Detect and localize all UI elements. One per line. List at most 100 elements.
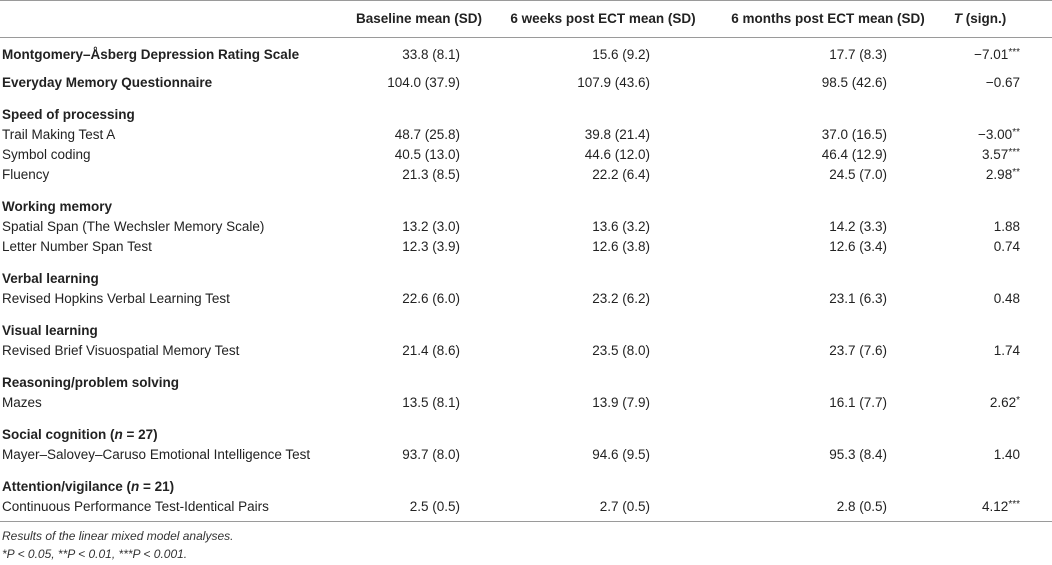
weeks6-value: 107.9 (43.6) <box>577 75 650 90</box>
group-label: Social cognition (n = 27) <box>2 425 158 445</box>
t-statistic: 4.12*** <box>900 497 1020 517</box>
group-label-text: Attention/vigilance ( <box>2 479 132 494</box>
header-6-weeks: 6 weeks post ECT mean (SD) <box>510 11 696 26</box>
footnote-significance: *P < 0.05, **P < 0.01, ***P < 0.001. <box>2 547 188 561</box>
header-baseline: Baseline mean (SD) <box>355 11 483 26</box>
baseline-value: 22.6 (6.0) <box>402 291 460 306</box>
significance-marker: ** <box>1012 167 1020 178</box>
baseline-value: 93.7 (8.0) <box>402 447 460 462</box>
group-label: Verbal learning <box>2 269 99 289</box>
t-statistic: −7.01*** <box>900 45 1020 65</box>
months6-value: 37.0 (16.5) <box>821 127 887 142</box>
t-statistic: 3.57*** <box>900 145 1020 165</box>
t-value: −7.01 <box>974 47 1009 62</box>
baseline-value: 13.5 (8.1) <box>402 395 460 410</box>
t-statistic: 1.40 <box>900 445 1020 465</box>
group-n-value: = 27) <box>122 427 158 442</box>
significance-marker: *** <box>1008 147 1020 158</box>
baseline-value: 40.5 (13.0) <box>394 147 460 162</box>
weeks6-value: 39.8 (21.4) <box>584 127 650 142</box>
table-row: Fluency 21.3 (8.5) 22.2 (6.4) 24.5 (7.0) 2.9… <box>0 165 1052 185</box>
top-rule <box>0 0 1052 1</box>
months6-value: 17.7 (8.3) <box>829 47 887 62</box>
weeks6-value: 23.2 (6.2) <box>592 291 650 306</box>
measure-label: Mayer–Salovey–Caruso Emotional Intellige… <box>2 447 311 462</box>
table-row: Letter Number Span Test 12.3 (3.9) 12.6 (3… <box>0 237 1052 257</box>
table-row: Mayer–Salovey–Caruso Emotional Intellige… <box>0 445 1052 465</box>
measure-label: Fluency <box>2 167 50 182</box>
group-label: Speed of processing <box>2 105 135 125</box>
table-header: Baseline mean (SD) 6 weeks post ECT mean… <box>0 1 1052 37</box>
table-row: Continuous Performance Test-Identical Pa… <box>0 497 1052 517</box>
group-label: Visual learning <box>2 321 98 341</box>
weeks6-value: 22.2 (6.4) <box>592 167 650 182</box>
group-header-row: Speed of processing <box>0 105 1052 125</box>
months6-value: 95.3 (8.4) <box>829 447 887 462</box>
group-label-text: Verbal learning <box>2 271 99 286</box>
group-header-row: Attention/vigilance (n = 21) <box>0 477 1052 497</box>
t-statistic: 1.88 <box>900 217 1020 237</box>
header-t-letter: T <box>953 11 962 26</box>
t-value: 2.98 <box>985 167 1013 182</box>
months6-value: 14.2 (3.3) <box>829 219 887 234</box>
measure-label: Trail Making Test A <box>2 127 116 142</box>
footnote-analysis: Results of the linear mixed model analys… <box>2 529 234 543</box>
table-row: Revised Brief Visuospatial Memory Test 21… <box>0 341 1052 361</box>
t-value: 1.40 <box>993 447 1020 462</box>
group-header-row: Social cognition (n = 27) <box>0 425 1052 445</box>
weeks6-value: 15.6 (9.2) <box>592 47 650 62</box>
group-label-text: Reasoning/problem solving <box>2 375 180 390</box>
group-n-symbol: n <box>114 427 123 442</box>
table-row: Spatial Span (The Wechsler Memory Scale)… <box>0 217 1052 237</box>
baseline-value: 33.8 (8.1) <box>402 47 460 62</box>
t-value: 2.62 <box>989 395 1017 410</box>
t-value: 0.48 <box>993 291 1020 306</box>
table-row: Trail Making Test A 48.7 (25.8) 39.8 (21.4… <box>0 125 1052 145</box>
table-row: Everyday Memory Questionnaire 104.0 (37.9… <box>0 73 1052 93</box>
group-header-row: Reasoning/problem solving <box>0 373 1052 393</box>
group-label: Working memory <box>2 197 112 217</box>
group-n-value: = 21) <box>139 479 175 494</box>
group-label-text: Visual learning <box>2 323 98 338</box>
header-t-rest: (sign.) <box>962 11 1007 26</box>
measure-label: Continuous Performance Test-Identical Pa… <box>2 499 269 514</box>
measure-label: Revised Hopkins Verbal Learning Test <box>2 291 230 306</box>
baseline-value: 48.7 (25.8) <box>394 127 460 142</box>
header-rule <box>0 37 1052 38</box>
baseline-value: 12.3 (3.9) <box>402 239 460 254</box>
t-value: 0.74 <box>993 239 1020 254</box>
group-label-text: Working memory <box>2 199 113 214</box>
group-header-row: Working memory <box>0 197 1052 217</box>
header-6-months: 6 months post ECT mean (SD) <box>731 11 925 26</box>
weeks6-value: 44.6 (12.0) <box>584 147 650 162</box>
t-statistic: 0.74 <box>900 237 1020 257</box>
weeks6-value: 12.6 (3.8) <box>592 239 650 254</box>
t-statistic: −3.00** <box>900 125 1020 145</box>
group-label-text: Social cognition ( <box>2 427 115 442</box>
t-statistic: 2.98** <box>900 165 1020 185</box>
table-row: Montgomery–Åsberg Depression Rating Scal… <box>0 45 1052 65</box>
group-header-row: Verbal learning <box>0 269 1052 289</box>
baseline-value: 21.4 (8.6) <box>402 343 460 358</box>
t-statistic: 2.62* <box>900 393 1020 413</box>
measure-label: Symbol coding <box>2 147 91 162</box>
months6-value: 46.4 (12.9) <box>821 147 887 162</box>
weeks6-value: 2.7 (0.5) <box>599 499 650 514</box>
t-value: 4.12 <box>982 499 1009 514</box>
months6-value: 2.8 (0.5) <box>836 499 887 514</box>
group-label: Reasoning/problem solving <box>2 373 179 393</box>
weeks6-value: 13.9 (7.9) <box>592 395 650 410</box>
baseline-value: 21.3 (8.5) <box>402 167 460 182</box>
weeks6-value: 94.6 (9.5) <box>592 447 650 462</box>
t-value: 3.57 <box>982 147 1009 162</box>
months6-value: 23.1 (6.3) <box>829 291 887 306</box>
measure-label: Mazes <box>2 395 42 410</box>
group-label: Attention/vigilance (n = 21) <box>2 477 174 497</box>
measure-label: Revised Brief Visuospatial Memory Test <box>2 343 240 358</box>
table-row: Symbol coding 40.5 (13.0) 44.6 (12.0) 46.4 … <box>0 145 1052 165</box>
measure-label: Everyday Memory Questionnaire <box>2 75 213 90</box>
months6-value: 23.7 (7.6) <box>829 343 887 358</box>
bottom-rule <box>0 521 1052 522</box>
months6-value: 24.5 (7.0) <box>829 167 887 182</box>
measure-label: Spatial Span (The Wechsler Memory Scale) <box>2 219 265 234</box>
